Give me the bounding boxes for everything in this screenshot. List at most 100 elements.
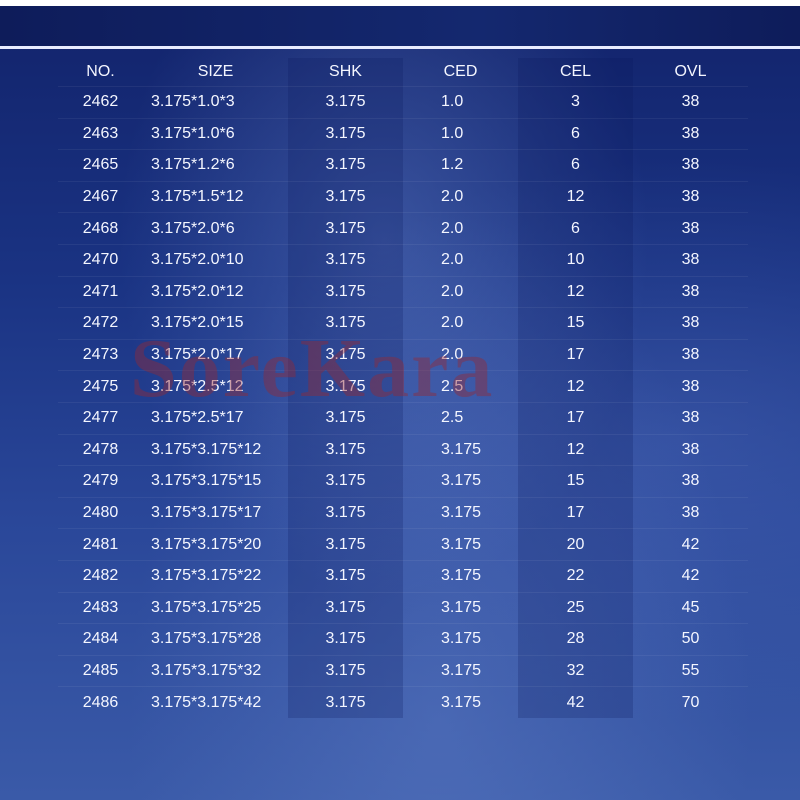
- cell-ovl: 38: [633, 212, 748, 245]
- cell-ced: 3.175: [403, 496, 518, 529]
- cell-cel: 10: [518, 243, 633, 277]
- table-row: 2483 3.175*3.175*25 3.175 3.175 25 45: [58, 591, 748, 624]
- cell-ovl: 38: [633, 465, 748, 498]
- cell-ced: 3.175: [403, 465, 518, 498]
- cell-ced: 2.0: [403, 307, 518, 340]
- cell-ced: 3.175: [403, 623, 518, 656]
- cell-cel: 17: [518, 496, 633, 529]
- table-row: 2478 3.175*3.175*12 3.175 3.175 12 38: [58, 433, 748, 466]
- table-row: 2485 3.175*3.175*32 3.175 3.175 32 55: [58, 654, 748, 687]
- cell-cel: 12: [518, 275, 633, 308]
- cell-ovl: 38: [633, 149, 748, 182]
- cell-shk: 3.175: [288, 275, 403, 308]
- cell-ovl: 50: [633, 623, 748, 656]
- cell-ced: 2.0: [403, 338, 518, 371]
- cell-no: 2485: [58, 654, 143, 687]
- cell-no: 2475: [58, 370, 143, 403]
- table-row: 2481 3.175*3.175*20 3.175 3.175 20 42: [58, 528, 748, 561]
- table-row: 2473 3.175*2.0*17 3.175 2.0 17 38: [58, 338, 748, 371]
- cell-size: 3.175*3.175*22: [143, 559, 288, 592]
- cell-shk: 3.175: [288, 212, 403, 245]
- cell-cel: 12: [518, 433, 633, 466]
- cell-no: 2463: [58, 117, 143, 150]
- header-cel: CEL: [518, 58, 633, 87]
- cell-shk: 3.175: [288, 338, 403, 371]
- cell-size: 3.175*2.0*17: [143, 338, 288, 371]
- table-row: 2462 3.175*1.0*3 3.175 1.0 3 38: [58, 86, 748, 119]
- cell-ovl: 42: [633, 528, 748, 561]
- cell-cel: 6: [518, 149, 633, 182]
- cell-no: 2486: [58, 686, 143, 718]
- cell-ovl: 38: [633, 307, 748, 340]
- cell-no: 2480: [58, 496, 143, 529]
- cell-shk: 3.175: [288, 401, 403, 435]
- table-row: 2470 3.175*2.0*10 3.175 2.0 10 38: [58, 243, 748, 277]
- cell-size: 3.175*3.175*15: [143, 465, 288, 498]
- cell-ovl: 38: [633, 86, 748, 119]
- cell-shk: 3.175: [288, 149, 403, 182]
- cell-size: 3.175*2.0*6: [143, 212, 288, 245]
- cell-ovl: 38: [633, 370, 748, 403]
- cell-cel: 25: [518, 591, 633, 624]
- cell-ced: 3.175: [403, 686, 518, 718]
- table-row: 2477 3.175*2.5*17 3.175 2.5 17 38: [58, 401, 748, 435]
- cell-size: 3.175*3.175*20: [143, 528, 288, 561]
- cell-shk: 3.175: [288, 686, 403, 718]
- cell-no: 2483: [58, 591, 143, 624]
- cell-ovl: 38: [633, 117, 748, 150]
- table-row: 2465 3.175*1.2*6 3.175 1.2 6 38: [58, 149, 748, 182]
- cell-cel: 6: [518, 212, 633, 245]
- cell-size: 3.175*2.0*15: [143, 307, 288, 340]
- cell-ced: 3.175: [403, 433, 518, 466]
- cell-ced: 2.5: [403, 401, 518, 435]
- cell-shk: 3.175: [288, 496, 403, 529]
- cell-ovl: 38: [633, 401, 748, 435]
- cell-size: 3.175*1.2*6: [143, 149, 288, 182]
- cell-cel: 6: [518, 117, 633, 150]
- cell-shk: 3.175: [288, 591, 403, 624]
- cell-ced: 3.175: [403, 591, 518, 624]
- cell-ced: 2.0: [403, 180, 518, 213]
- cell-size: 3.175*3.175*12: [143, 433, 288, 466]
- cell-shk: 3.175: [288, 528, 403, 561]
- cell-shk: 3.175: [288, 433, 403, 466]
- cell-no: 2479: [58, 465, 143, 498]
- cell-ovl: 70: [633, 686, 748, 718]
- cell-ced: 1.2: [403, 149, 518, 182]
- cell-ovl: 38: [633, 275, 748, 308]
- spec-table-container: NO. SIZE SHK CED CEL OVL 2462 3.175*1.0*3…: [58, 58, 748, 718]
- cell-size: 3.175*2.5*12: [143, 370, 288, 403]
- cell-ced: 3.175: [403, 559, 518, 592]
- top-white-strip: [0, 0, 800, 6]
- cell-size: 3.175*3.175*42: [143, 686, 288, 718]
- cell-ovl: 38: [633, 496, 748, 529]
- cell-shk: 3.175: [288, 180, 403, 213]
- cell-ced: 3.175: [403, 528, 518, 561]
- cell-ced: 1.0: [403, 117, 518, 150]
- cell-size: 3.175*3.175*17: [143, 496, 288, 529]
- cell-cel: 12: [518, 370, 633, 403]
- table-row: 2475 3.175*2.5*12 3.175 2.5 12 38: [58, 370, 748, 403]
- table-row: 2463 3.175*1.0*6 3.175 1.0 6 38: [58, 117, 748, 150]
- table-row: 2479 3.175*3.175*15 3.175 3.175 15 38: [58, 465, 748, 498]
- cell-ced: 3.175: [403, 654, 518, 687]
- cell-ovl: 38: [633, 433, 748, 466]
- cell-size: 3.175*1.0*6: [143, 117, 288, 150]
- header-ovl: OVL: [674, 63, 707, 80]
- cell-no: 2470: [58, 243, 143, 277]
- cell-no: 2465: [58, 149, 143, 182]
- header-band: [0, 0, 800, 46]
- cell-cel: 28: [518, 623, 633, 656]
- cell-ovl: 38: [633, 338, 748, 371]
- cell-cel: 12: [518, 180, 633, 213]
- table-row: 2480 3.175*3.175*17 3.175 3.175 17 38: [58, 496, 748, 529]
- spec-table: NO. SIZE SHK CED CEL OVL 2462 3.175*1.0*3…: [58, 58, 748, 718]
- cell-ovl: 55: [633, 654, 748, 687]
- table-row: 2471 3.175*2.0*12 3.175 2.0 12 38: [58, 275, 748, 308]
- cell-size: 3.175*1.0*3: [143, 86, 288, 119]
- cell-shk: 3.175: [288, 465, 403, 498]
- cell-cel: 22: [518, 559, 633, 592]
- cell-cel: 17: [518, 338, 633, 371]
- cell-cel: 15: [518, 307, 633, 340]
- table-row: 2486 3.175*3.175*42 3.175 3.175 42 70: [58, 686, 748, 718]
